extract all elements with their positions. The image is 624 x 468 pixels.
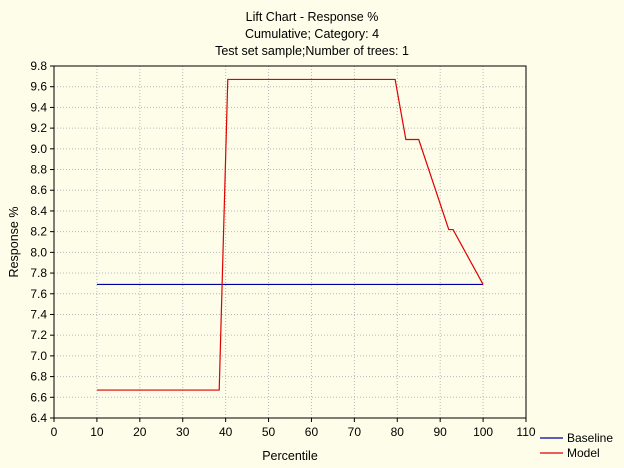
x-tick-label: 50 (262, 425, 276, 439)
x-tick-label: 0 (51, 425, 58, 439)
x-tick-label: 100 (473, 425, 493, 439)
y-tick-label: 7.0 (30, 349, 47, 363)
y-tick-label: 9.2 (30, 121, 47, 135)
x-axis-ticks: 0 10 20 30 40 50 60 70 80 90 100 110 (51, 418, 536, 439)
y-tick-label: 6.8 (30, 370, 47, 384)
x-tick-label: 20 (133, 425, 147, 439)
y-tick-label: 8.8 (30, 163, 47, 177)
chart-title: Lift Chart - Response % Cumulative; Cate… (215, 10, 409, 58)
y-tick-label: 8.0 (30, 245, 47, 259)
x-axis-title: Percentile (262, 449, 318, 463)
x-tick-label: 70 (348, 425, 362, 439)
x-tick-label: 60 (305, 425, 319, 439)
y-tick-label: 9.0 (30, 142, 47, 156)
y-tick-label: 7.4 (30, 307, 47, 321)
gridlines (54, 66, 526, 418)
legend-label-model: Model (567, 446, 600, 460)
plot-area (53, 65, 527, 419)
plot-frame (53, 65, 527, 419)
y-tick-label: 9.8 (30, 59, 47, 73)
y-tick-label: 7.6 (30, 287, 47, 301)
series-line-model (96, 78, 484, 391)
y-tick-label: 7.8 (30, 266, 47, 280)
x-tick-label: 10 (90, 425, 104, 439)
y-tick-label: 9.4 (30, 100, 47, 114)
x-tick-label: 80 (391, 425, 405, 439)
y-tick-label: 6.4 (30, 411, 47, 425)
x-tick-label: 40 (219, 425, 233, 439)
y-tick-label: 8.6 (30, 183, 47, 197)
y-tick-label: 6.6 (30, 390, 47, 404)
x-tick-label: 90 (434, 425, 448, 439)
y-tick-label: 9.6 (30, 80, 47, 94)
chart-title-line-2: Cumulative; Category: 4 (245, 27, 379, 41)
y-tick-label: 8.4 (30, 204, 47, 218)
chart-title-line-1: Lift Chart - Response % (246, 10, 379, 24)
series-lines (96, 78, 484, 391)
y-axis-ticks: 6.4 6.6 6.8 7.0 7.2 7.4 7.6 7.8 8.0 8.2 8.4 8.6 8.8 9… (30, 59, 54, 425)
legend-label-baseline: Baseline (567, 431, 613, 445)
x-tick-label: 30 (176, 425, 190, 439)
x-tick-label: 110 (516, 425, 535, 439)
y-tick-label: 8.2 (30, 225, 47, 239)
y-axis-title: Response % (7, 207, 21, 278)
chart-title-line-3: Test set sample;Number of trees: 1 (215, 44, 409, 58)
y-tick-label: 7.2 (30, 328, 47, 342)
